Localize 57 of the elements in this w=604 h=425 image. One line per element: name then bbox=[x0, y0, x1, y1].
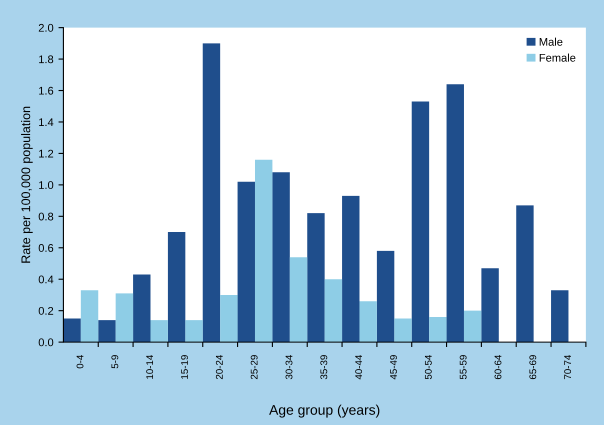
bar bbox=[116, 293, 134, 342]
bar bbox=[516, 205, 534, 342]
legend-label: Male bbox=[540, 38, 562, 46]
bar bbox=[220, 294, 238, 342]
x-tick-label: 30-34 bbox=[286, 354, 292, 380]
bar bbox=[272, 172, 290, 342]
y-tick-label: 1.4 bbox=[39, 118, 54, 126]
bar bbox=[150, 320, 168, 342]
x-tick-label: 15-19 bbox=[181, 355, 188, 379]
x-tick-label: 10-14 bbox=[146, 354, 154, 379]
x-tick-label: 5-9 bbox=[111, 355, 118, 368]
x-tick-label: 45-49 bbox=[390, 355, 397, 380]
x-tick-label: 70-74 bbox=[564, 354, 572, 380]
bar bbox=[307, 213, 325, 342]
x-tick-label: 55-59 bbox=[460, 355, 467, 380]
bar bbox=[481, 268, 499, 342]
x-tick-label: 35-39 bbox=[320, 355, 328, 380]
y-tick-label: 1.2 bbox=[39, 150, 54, 158]
bar bbox=[412, 102, 430, 342]
y-tick-label: 0.8 bbox=[38, 212, 54, 220]
y-tick-label: 1.6 bbox=[39, 86, 54, 95]
bar bbox=[290, 257, 308, 342]
bar bbox=[429, 316, 447, 342]
bar bbox=[376, 250, 394, 342]
bar bbox=[254, 160, 272, 342]
x-tick-label: 50-54 bbox=[424, 354, 432, 380]
y-tick-label: 0.6 bbox=[38, 244, 54, 252]
bar bbox=[464, 310, 482, 342]
bar bbox=[63, 318, 81, 342]
bar bbox=[202, 43, 220, 342]
x-tick-label: 25-29 bbox=[250, 355, 258, 380]
bar bbox=[446, 84, 464, 342]
legend-label: Female bbox=[540, 54, 576, 62]
y-tick-label: 0.4 bbox=[38, 275, 54, 284]
bar bbox=[359, 301, 377, 342]
x-tick-label: 20-24 bbox=[216, 354, 223, 380]
x-tick-label: 60-64 bbox=[494, 354, 502, 380]
y-tick-label: 0.0 bbox=[38, 338, 54, 346]
bar bbox=[394, 318, 412, 342]
bar bbox=[98, 320, 116, 342]
bar bbox=[342, 196, 360, 342]
bar bbox=[238, 182, 255, 342]
x-tick-label: 40-44 bbox=[355, 354, 362, 380]
bar bbox=[80, 290, 98, 342]
y-tick-label: 1.0 bbox=[39, 181, 54, 190]
bar bbox=[133, 274, 150, 342]
y-axis-title: Rate per 100,000 population bbox=[21, 106, 33, 263]
bar bbox=[168, 232, 186, 342]
x-tick-label: 65-69 bbox=[529, 355, 536, 380]
bar bbox=[551, 290, 568, 342]
y-tick-label: 2.0 bbox=[38, 24, 54, 32]
x-tick-label: 0-4 bbox=[76, 354, 84, 368]
bar bbox=[185, 320, 203, 342]
y-tick-label: 1.8 bbox=[39, 55, 54, 64]
y-tick-label: 0.2 bbox=[38, 306, 54, 315]
x-axis-title: Age group (years) bbox=[269, 404, 380, 418]
bar bbox=[324, 279, 342, 342]
